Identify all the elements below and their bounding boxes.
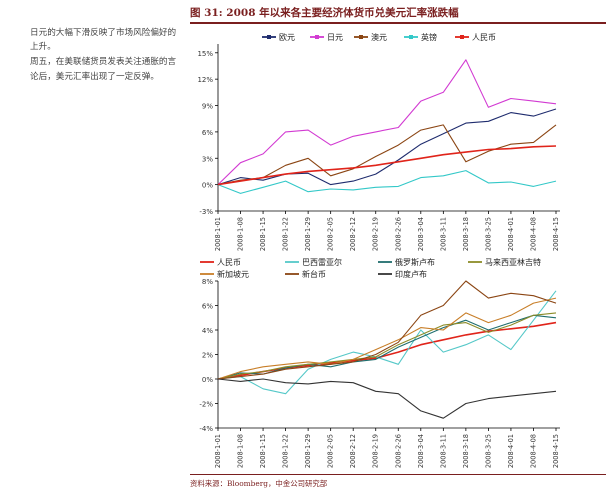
legend-item-twd: 新台币 [285, 269, 326, 279]
x-tick-label: 2008-1-15 [259, 434, 267, 468]
y-tick-label: -2% [199, 401, 213, 409]
legend-marker [267, 35, 271, 39]
legend-item-jpy: 日元 [310, 33, 343, 42]
x-tick-label: 2008-1-29 [304, 434, 312, 468]
legend-item-gbp: 英镑 [404, 32, 437, 42]
x-tick-label: 2008-2-19 [372, 217, 380, 251]
legend-marker [409, 35, 413, 39]
y-tick-label: 0% [202, 376, 213, 384]
side-paragraph-1: 日元的大幅下滑反映了市场风险偏好的上升。 [30, 28, 177, 53]
series-line-aud [217, 124, 557, 186]
legend-label: 新台币 [302, 269, 326, 279]
x-tick-label: 2008-1-01 [214, 434, 222, 468]
x-tick-label: 2008-2-26 [394, 434, 402, 468]
x-tick-label: 2008-2-19 [372, 434, 380, 468]
y-tick-label: 15% [197, 50, 213, 58]
x-tick-label: 2008-3-25 [484, 217, 492, 251]
chart-1: -3% 0% 3% 6% 9% 12% 15% 2008-1-01 2008-1-08 2008-… [197, 32, 560, 251]
legend-item-sgd: 新加坡元 [200, 269, 249, 279]
x-tick-label: 2008-2-05 [327, 217, 335, 251]
legend-marker [315, 35, 319, 39]
y-tick-label: 8% [202, 278, 213, 286]
x-tick-label: 2008-3-25 [484, 434, 492, 468]
legend-item-myr: 马来西亚林吉特 [468, 257, 541, 267]
series-line-twd [217, 280, 557, 380]
y-tick-label: 2% [202, 352, 213, 360]
series-line-cny [217, 145, 557, 186]
x-tick-label: 2008-3-04 [417, 434, 425, 468]
legend-item-cny: 人民币 [200, 258, 241, 267]
x-tick-label: 2008-2-12 [349, 217, 357, 251]
x-tick-label: 2008-1-15 [259, 217, 267, 251]
y-tick-label: -4% [199, 425, 213, 433]
y-tick-label: 6% [202, 303, 213, 311]
legend-label: 新加坡元 [217, 269, 249, 279]
series-line-gbp [217, 170, 557, 194]
legend-label: 俄罗斯卢布 [395, 257, 435, 267]
legend-label: 日元 [327, 33, 343, 42]
x-tick-label: 2008-3-04 [417, 217, 425, 251]
x-tick-label: 2008-1-01 [214, 217, 222, 251]
series-line-myr [217, 312, 557, 380]
legend-item-inr: 印度卢布 [378, 269, 427, 279]
series-line-jpy [217, 59, 557, 185]
legend-marker [460, 35, 464, 39]
series-line-brl [217, 290, 557, 395]
figure-title: 图 31: 2008 年以来各主要经济体货币兑美元汇率涨跌幅 [190, 5, 606, 24]
side-paragraph-2: 周五，在美联储货员发表关注通胀的言论后，美元汇率出现了一定反弹。 [30, 57, 177, 82]
series-line-rub [217, 314, 557, 380]
legend-item-aud: 澳元 [354, 32, 387, 42]
series-line-eur [217, 108, 557, 186]
legend-label: 人民币 [217, 258, 241, 267]
x-tick-label: 2008-4-08 [529, 217, 537, 251]
legend-label: 巴西雷亚尔 [302, 257, 342, 267]
legend-label: 人民币 [472, 33, 496, 42]
x-tick-label: 2008-1-22 [282, 217, 290, 251]
x-tick-label: 2008-1-08 [237, 434, 245, 468]
y-tick-label: 12% [197, 76, 213, 84]
legend-label: 印度卢布 [395, 269, 427, 279]
y-tick-label: 4% [202, 327, 213, 335]
y-tick-label: 6% [202, 129, 213, 137]
y-tick-label: 3% [202, 155, 213, 163]
y-tick-label: 9% [202, 103, 213, 111]
x-tick-label: 2008-2-26 [394, 217, 402, 251]
x-tick-label: 2008-1-08 [237, 217, 245, 251]
legend-item-rub: 俄罗斯卢布 [378, 257, 435, 267]
legend-label: 马来西亚林吉特 [485, 257, 541, 267]
legend-label: 欧元 [279, 32, 295, 42]
x-tick-label: 2008-4-01 [507, 434, 515, 468]
series-line-sgd [217, 297, 557, 380]
legend-marker [359, 35, 363, 39]
legend-item-brl: 巴西雷亚尔 [285, 257, 342, 267]
x-tick-label: 2008-3-18 [462, 217, 470, 251]
y-tick-label: 0% [202, 182, 213, 190]
x-tick-label: 2008-3-11 [439, 217, 447, 251]
legend-item-eur: 欧元 [262, 32, 295, 42]
x-tick-label: 2008-2-05 [327, 434, 335, 468]
x-tick-label: 2008-3-11 [439, 434, 447, 468]
x-tick-label: 2008-4-01 [507, 217, 515, 251]
x-tick-label: 2008-2-12 [349, 434, 357, 468]
x-tick-label: 2008-3-18 [462, 434, 470, 468]
series-line-inr [217, 378, 557, 419]
y-tick-label: -3% [199, 208, 213, 216]
side-commentary: 日元的大幅下滑反映了市场风险偏好的上升。 周五，在美联储货员发表关注通胀的言论后… [30, 26, 180, 85]
x-tick-label: 2008-1-22 [282, 434, 290, 468]
chart-2: -4% -2% 0% 2% 4% 6% 8% 2008-1-01 2008-1-08 2008-1… [199, 257, 560, 468]
figure-source: 资料来源：Bloomberg，中金公司研究部 [190, 474, 606, 489]
legend-label: 澳元 [371, 32, 387, 42]
legend-label: 英镑 [421, 32, 437, 42]
x-tick-label: 2008-4-15 [552, 434, 560, 468]
x-tick-label: 2008-4-08 [529, 434, 537, 468]
x-tick-label: 2008-4-15 [552, 217, 560, 251]
series-line-cny [217, 321, 557, 380]
legend-item-cny: 人民币 [455, 33, 496, 42]
x-tick-label: 2008-1-29 [304, 217, 312, 251]
